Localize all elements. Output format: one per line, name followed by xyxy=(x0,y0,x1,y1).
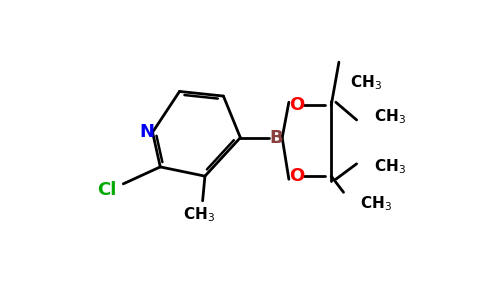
Text: Cl: Cl xyxy=(97,181,116,199)
Text: O: O xyxy=(289,167,304,185)
Text: CH$_3$: CH$_3$ xyxy=(350,73,382,92)
Text: CH$_3$: CH$_3$ xyxy=(183,205,215,224)
Text: B: B xyxy=(269,129,283,147)
Text: CH$_3$: CH$_3$ xyxy=(374,158,406,176)
Text: CH$_3$: CH$_3$ xyxy=(361,194,393,213)
Text: N: N xyxy=(139,123,154,141)
Text: CH$_3$: CH$_3$ xyxy=(374,107,406,126)
Text: O: O xyxy=(289,96,304,114)
